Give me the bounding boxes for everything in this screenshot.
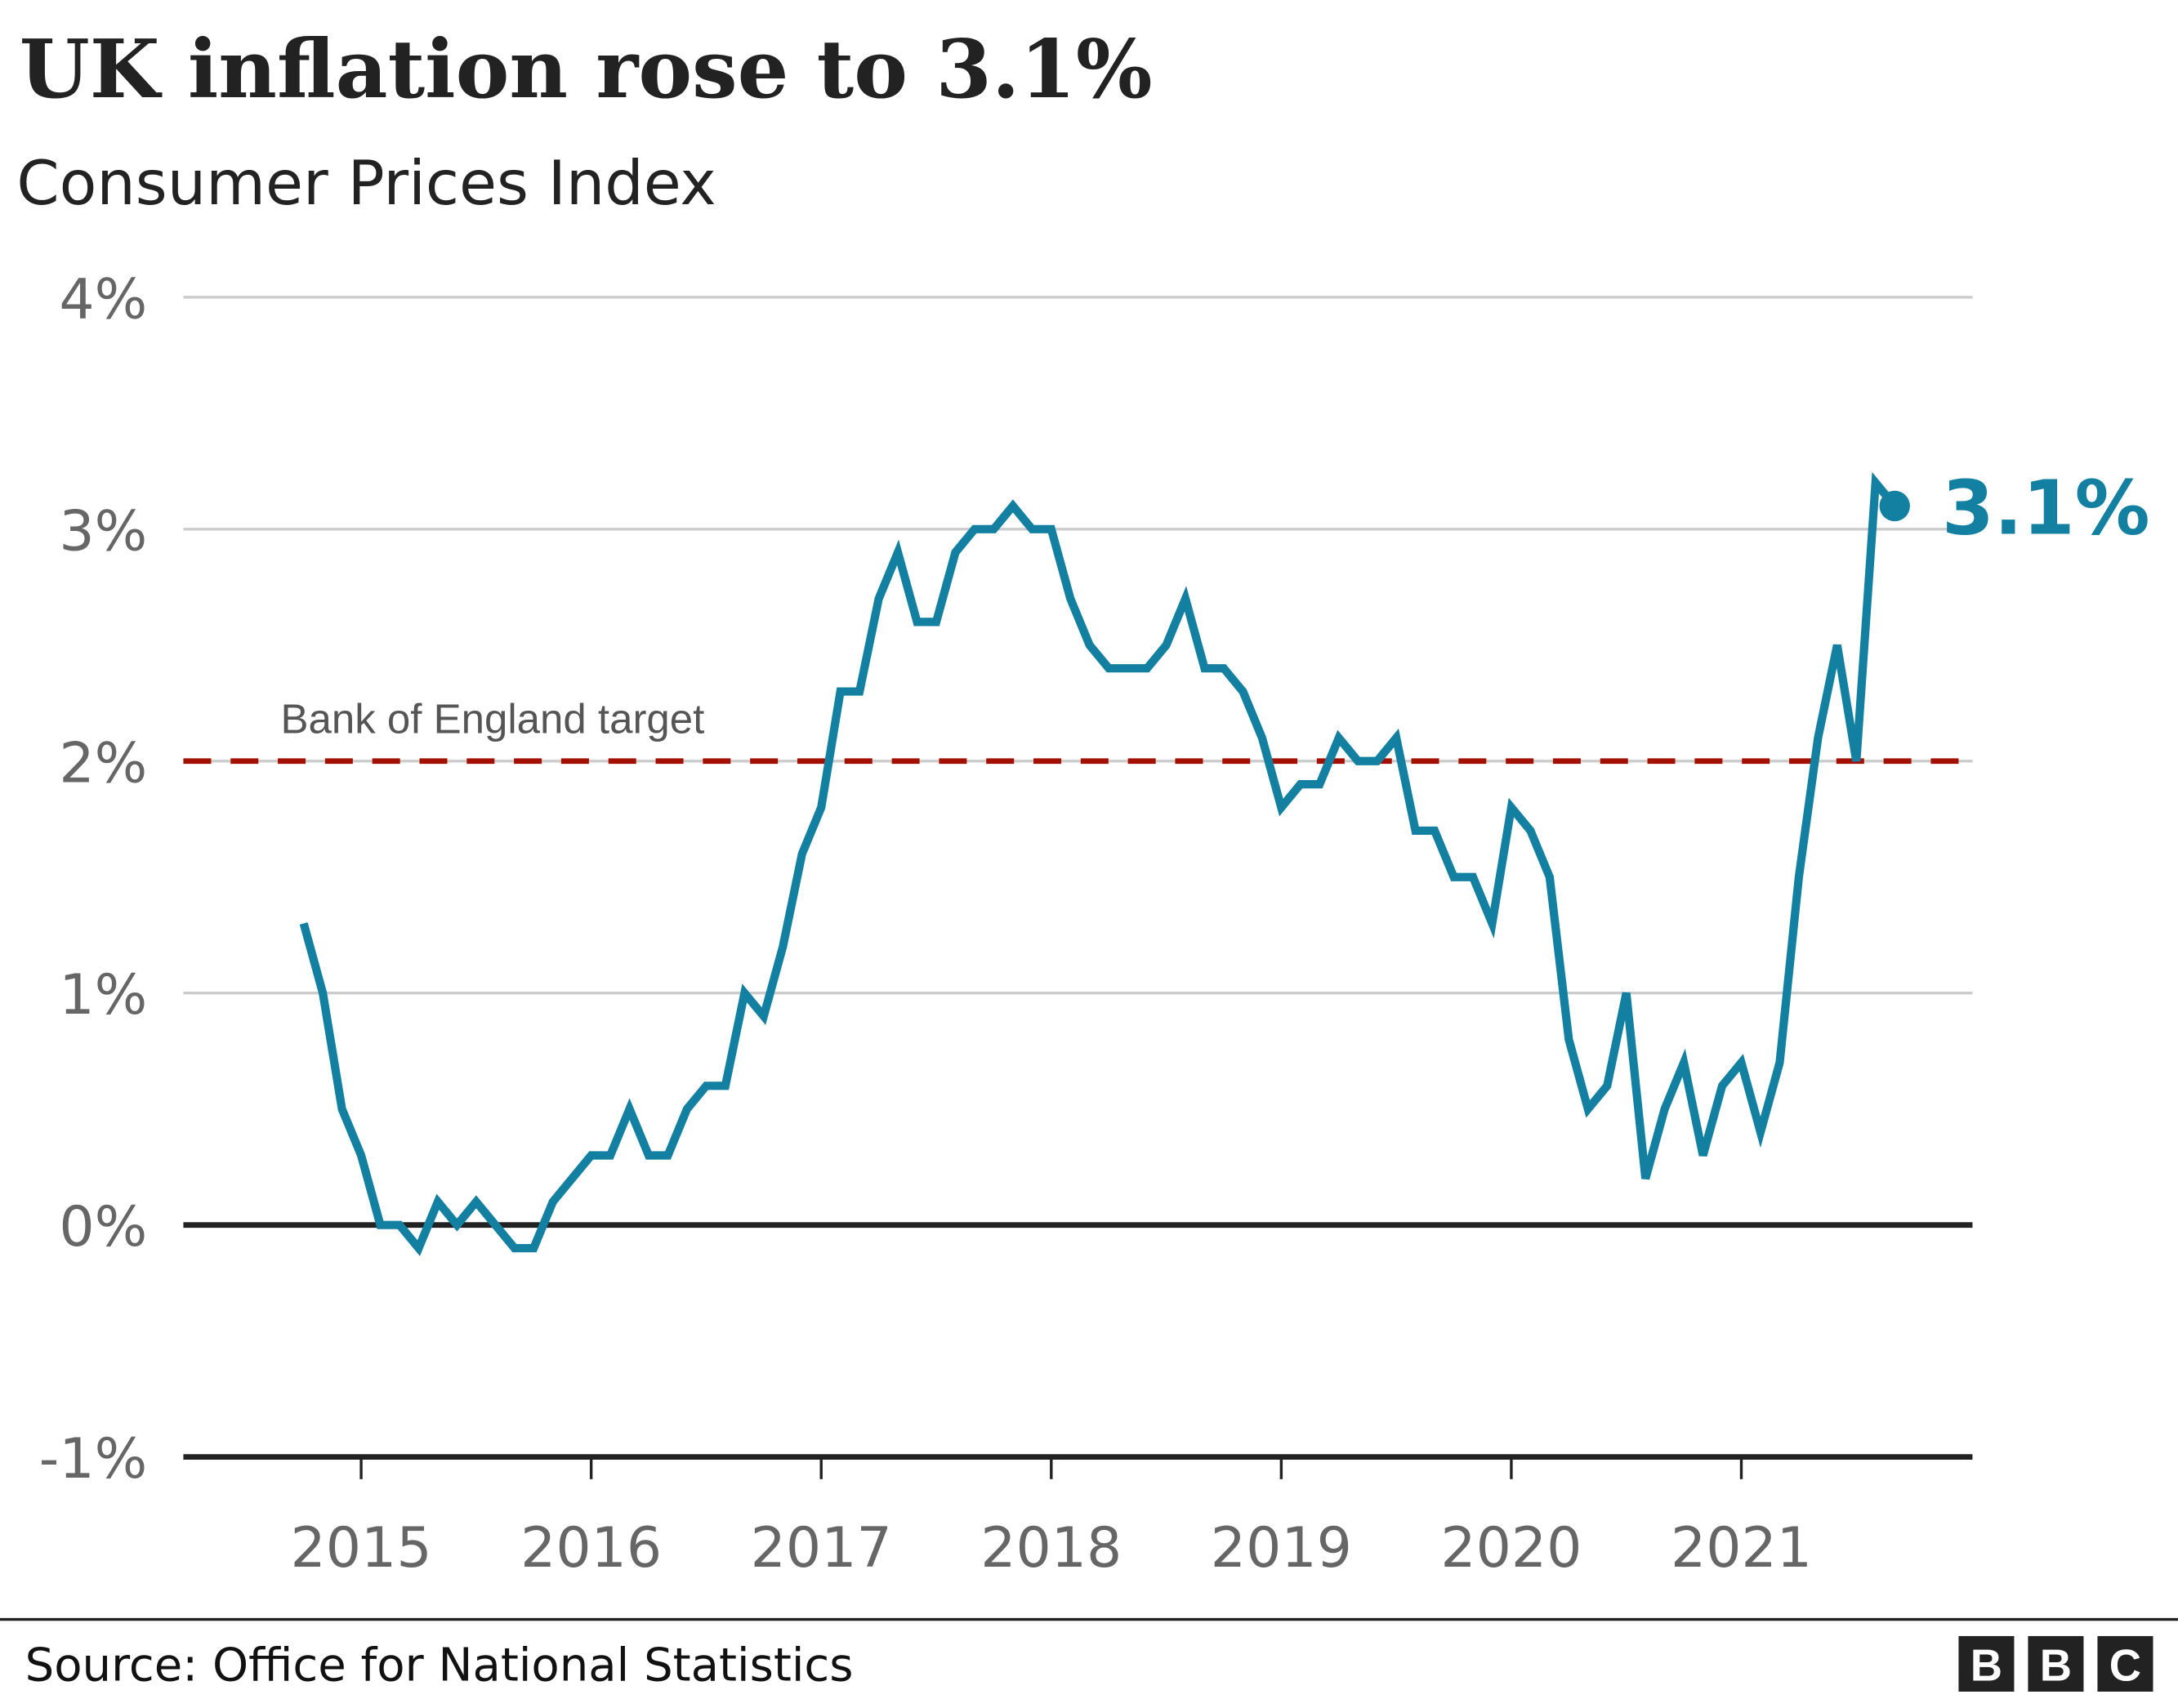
y-tick-label: 1% xyxy=(59,963,147,1028)
svg-text:C: C xyxy=(2109,1640,2141,1690)
y-tick-label: 2% xyxy=(59,731,147,796)
latest-value-label: 3.1% xyxy=(1942,464,2150,551)
y-tick-label: 0% xyxy=(59,1195,147,1260)
chart-title: UK inflation rose to 3.1% xyxy=(20,22,1153,117)
cpi-series-line xyxy=(299,471,1899,1256)
x-tick-label: 2017 xyxy=(751,1516,892,1581)
latest-value-dot xyxy=(1879,490,1910,522)
x-tick-label: 2015 xyxy=(291,1516,432,1581)
x-tick-label: 2019 xyxy=(1211,1516,1352,1581)
svg-text:B: B xyxy=(2040,1640,2072,1690)
gridlines xyxy=(183,296,1973,1460)
y-tick-label: 3% xyxy=(59,499,147,564)
bbc-logo: B B C xyxy=(1958,1635,2153,1692)
x-axis-ticks: 2015 2016 2017 2018 2019 2020 2021 xyxy=(291,1456,1812,1581)
chart-subtitle: Consumer Prices Index xyxy=(16,148,716,219)
x-tick-label: 2020 xyxy=(1440,1516,1582,1581)
x-tick-label: 2021 xyxy=(1671,1516,1812,1581)
y-tick-label: 4% xyxy=(59,267,147,332)
y-tick-label: -1% xyxy=(39,1427,147,1492)
x-tick-label: 2018 xyxy=(980,1516,1122,1581)
target-reference-label: Bank of England target xyxy=(280,696,704,743)
x-tick-label: 2016 xyxy=(520,1516,662,1581)
y-axis-ticks: -1% 0% 1% 2% 3% 4% xyxy=(39,267,147,1492)
svg-text:B: B xyxy=(1970,1640,2002,1690)
source-note: Source: Office for National Statistics xyxy=(25,1639,854,1692)
